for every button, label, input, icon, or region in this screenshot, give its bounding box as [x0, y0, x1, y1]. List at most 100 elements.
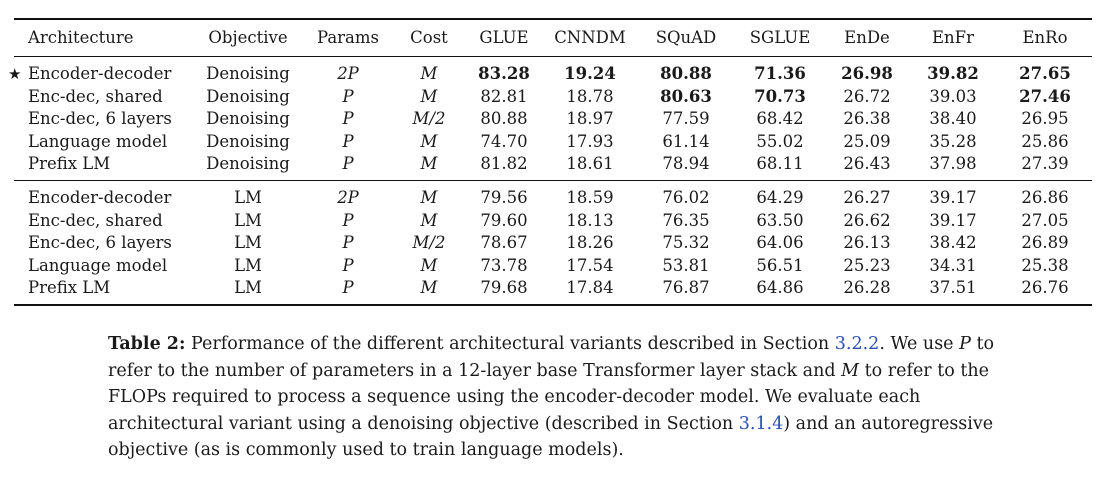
cell-architecture: Prefix LM — [14, 153, 192, 180]
cell-squad: 76.35 — [662, 210, 710, 230]
cell-cnndm: 18.61 — [566, 154, 614, 174]
results-table-container: Architecture Objective Params Cost GLUE … — [8, 18, 1092, 306]
caption-var: P — [959, 334, 971, 354]
cell-enro: 26.95 — [1021, 109, 1069, 129]
cell-architecture: Language model — [14, 255, 192, 278]
architecture-name: Enc-dec, 6 layers — [28, 109, 172, 129]
cell-cost: M — [420, 86, 438, 106]
cell-enro: 26.86 — [998, 179, 1092, 210]
cell-params: P — [304, 277, 392, 306]
cell-glue: 82.81 — [480, 86, 528, 106]
cell-enfr: 39.17 — [929, 210, 977, 230]
cell-objective: LM — [192, 179, 304, 210]
cell-cost: M — [420, 210, 438, 230]
cell-squad: 77.59 — [662, 109, 710, 129]
architecture-name: Enc-dec, shared — [28, 86, 163, 106]
col-header-objective: Objective — [208, 28, 288, 47]
section-ref-link[interactable]: 3.1.4 — [738, 413, 784, 434]
architecture-name: Prefix LM — [28, 154, 111, 174]
results-table: Architecture Objective Params Cost GLUE … — [8, 18, 1092, 306]
col-header-cnndm: CNNDM — [554, 28, 626, 47]
table-row: Encoder-decoder LM 2P M 79.56 18.59 76.02 64.29… — [14, 179, 1092, 210]
caption-text: to refer to the number of parameters in … — [108, 334, 995, 381]
table-row: Prefix LM LM P M 79.68 17.84 76.87 64.86 26.28 37… — [14, 277, 1092, 306]
cell-enfr: 37.51 — [908, 277, 998, 306]
table-row: Enc-dec, 6 layers Denoising P M/2 80.88 18.97… — [14, 108, 1092, 131]
caption-var: M — [841, 360, 860, 381]
caption-text: Performance of the different architectur… — [185, 334, 835, 354]
architecture-name: Enc-dec, shared — [28, 210, 163, 230]
col-header-glue: GLUE — [479, 28, 529, 47]
cell-sglue: 63.50 — [756, 210, 804, 230]
cell-glue: 81.82 — [480, 154, 528, 174]
cell-cnndm: 17.84 — [542, 277, 638, 306]
cell-ende: 26.38 — [843, 109, 891, 129]
cell-cnndm: 17.54 — [566, 255, 614, 275]
cell-cnndm: 18.26 — [566, 233, 614, 253]
cell-params: P — [342, 255, 354, 275]
cell-params: P — [342, 154, 354, 174]
cell-glue: 74.70 — [480, 131, 528, 151]
cell-sglue: 64.06 — [756, 233, 804, 253]
col-header-enro: EnRo — [1022, 28, 1068, 47]
cell-cost: M/2 — [412, 233, 446, 253]
architecture-name: Language model — [28, 131, 168, 151]
cell-sglue: 64.86 — [734, 277, 826, 306]
cell-glue: 79.60 — [480, 210, 528, 230]
caption-text: . We use — [879, 334, 960, 354]
cell-enfr: 37.98 — [929, 154, 977, 174]
cell-params: P — [342, 210, 354, 230]
cell-enfr: 34.31 — [929, 255, 977, 275]
cell-architecture: Enc-dec, shared — [14, 86, 192, 109]
cell-ende: 25.23 — [843, 255, 891, 275]
cell-ende: 26.27 — [826, 179, 908, 210]
col-header-ende: EnDe — [844, 28, 890, 47]
cell-glue: 78.67 — [480, 233, 528, 253]
cell-enro: 25.86 — [1021, 131, 1069, 151]
cell-objective: Denoising — [206, 131, 290, 151]
col-header-cost: Cost — [410, 28, 448, 47]
cell-cost: M — [392, 277, 466, 306]
cell-sglue: 70.73 — [754, 86, 806, 106]
cell-architecture: Prefix LM — [14, 277, 192, 306]
table-body: ★ Encoder-decoder Denoising 2P M 83.28 19.24 80… — [8, 57, 1092, 306]
cell-glue: 79.56 — [466, 179, 542, 210]
cell-cost: M/2 — [412, 109, 446, 129]
cell-cnndm: 18.78 — [566, 86, 614, 106]
cell-sglue: 68.42 — [756, 109, 804, 129]
col-header-squad: SQuAD — [655, 28, 717, 47]
cell-squad: 75.32 — [662, 233, 710, 253]
cell-architecture: ★ Encoder-decoder — [8, 57, 192, 86]
cell-ende: 25.09 — [843, 131, 891, 151]
cell-ende: 26.28 — [826, 277, 908, 306]
cell-sglue: 55.02 — [756, 131, 804, 151]
table-row: Enc-dec, 6 layers LM P M/2 78.67 18.26 75.32 64… — [14, 232, 1092, 255]
cell-architecture: Enc-dec, shared — [14, 210, 192, 233]
table-row: ★ Encoder-decoder Denoising 2P M 83.28 19.24 80… — [8, 57, 1092, 86]
cell-architecture: Encoder-decoder — [14, 179, 192, 210]
cell-enfr: 38.42 — [929, 233, 977, 253]
cell-squad: 80.88 — [660, 64, 712, 83]
cell-enro: 27.46 — [1019, 86, 1071, 106]
cell-sglue: 64.29 — [734, 179, 826, 210]
caption-label: Table 2: — [108, 334, 186, 354]
col-header-sglue: SGLUE — [749, 28, 811, 47]
cell-squad: 76.02 — [638, 179, 734, 210]
col-header-params: Params — [316, 28, 380, 47]
cell-sglue: 56.51 — [756, 255, 804, 275]
architecture-name: Encoder-decoder — [28, 64, 172, 83]
cell-architecture: Language model — [14, 131, 192, 154]
cell-ende: 26.13 — [843, 233, 891, 253]
cell-params: 2P — [304, 179, 392, 210]
cell-glue: 83.28 — [478, 64, 530, 83]
cell-enfr: 38.40 — [929, 109, 977, 129]
cell-architecture: Enc-dec, 6 layers — [14, 232, 192, 255]
cell-ende: 26.62 — [843, 210, 891, 230]
cell-squad: 53.81 — [662, 255, 710, 275]
cell-enro: 26.89 — [1021, 233, 1069, 253]
cell-sglue: 68.11 — [756, 154, 804, 174]
table-caption: Table 2: Performance of the different ar… — [108, 331, 1008, 464]
col-header-architecture: Architecture — [28, 28, 134, 47]
cell-enro: 27.05 — [1021, 210, 1069, 230]
section-ref-link[interactable]: 3.2.2 — [834, 334, 880, 354]
